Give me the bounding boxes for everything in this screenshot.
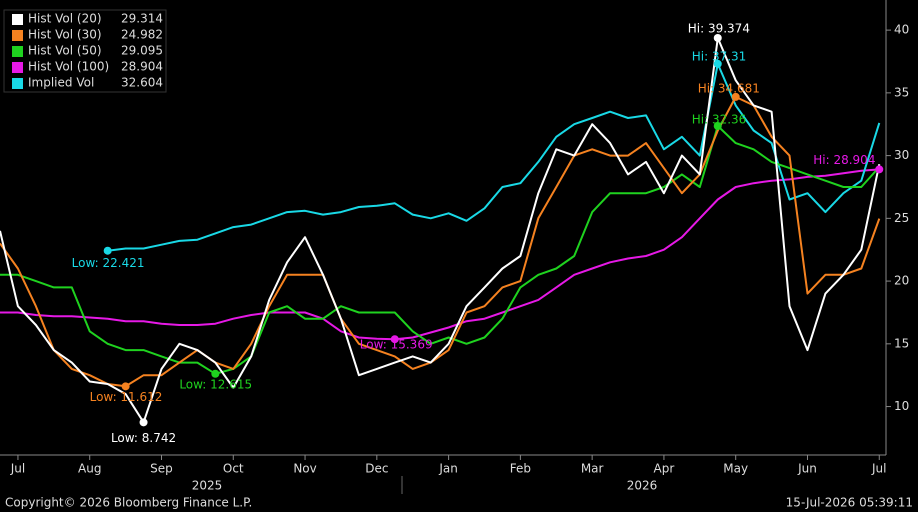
annotation-label: Low: 8.742 xyxy=(111,431,176,445)
annotation-label: Low: 22.421 xyxy=(72,256,145,270)
timestamp: 15-Jul-2026 05:39:11 xyxy=(786,496,913,510)
legend-label: Hist Vol (100) xyxy=(28,60,109,74)
legend-swatch xyxy=(12,78,23,89)
series-line xyxy=(0,125,881,375)
x-tick-label: Jul xyxy=(10,462,25,476)
annotation-dot xyxy=(713,121,722,130)
legend-box xyxy=(3,9,167,93)
annotation-dot xyxy=(211,369,220,378)
annotation-label: Hi: 34.681 xyxy=(698,81,760,95)
x-tick-label: May xyxy=(723,462,748,476)
y-tick-label: 20 xyxy=(894,274,909,288)
x-tick-label: Jul xyxy=(871,462,886,476)
annotation-dot xyxy=(713,33,722,42)
annotation-label: Hi: 28.904 xyxy=(813,153,875,167)
year-label: 2026 xyxy=(627,479,658,493)
y-tick-label: 30 xyxy=(894,148,909,162)
x-tick-label: Nov xyxy=(293,462,316,476)
annotation-label: Hi: 32.36 xyxy=(692,112,747,126)
legend-swatch xyxy=(12,14,23,25)
legend-swatch xyxy=(12,62,23,73)
legend-value: 24.982 xyxy=(121,28,163,42)
annotation-dot xyxy=(731,92,740,101)
series-line xyxy=(107,62,881,252)
x-tick-label: Feb xyxy=(510,462,531,476)
x-tick-label: Jan xyxy=(438,462,458,476)
legend-label: Hist Vol (20) xyxy=(28,12,102,26)
year-label: 2025 xyxy=(192,479,223,493)
x-tick-label: Aug xyxy=(78,462,101,476)
annotation-label: Hi: 39.374 xyxy=(688,21,750,35)
y-tick-label: 35 xyxy=(894,85,909,99)
legend-swatch xyxy=(12,30,23,41)
x-tick-label: Jun xyxy=(797,462,817,476)
annotation-dot xyxy=(713,59,722,68)
annotation-dot xyxy=(139,418,148,427)
annotation-dot xyxy=(121,382,130,391)
legend-label: Hist Vol (30) xyxy=(28,28,102,42)
y-tick-label: 15 xyxy=(894,336,909,350)
legend-value: 29.095 xyxy=(121,44,163,58)
series-line xyxy=(0,37,881,424)
x-tick-label: Apr xyxy=(654,462,675,476)
annotation-label: Hi: 37.31 xyxy=(692,49,747,63)
y-tick-label: 40 xyxy=(894,23,909,37)
x-tick-label: Dec xyxy=(365,462,388,476)
legend-value: 28.904 xyxy=(121,60,163,74)
y-tick-label: 10 xyxy=(894,399,909,413)
legend-label: Implied Vol xyxy=(28,76,94,90)
x-tick-label: Mar xyxy=(581,462,604,476)
x-tick-label: Sep xyxy=(150,462,173,476)
legend-label: Hist Vol (50) xyxy=(28,44,102,58)
y-tick-label: 25 xyxy=(894,211,909,225)
annotation-dot xyxy=(103,246,112,255)
legend-value: 29.314 xyxy=(121,12,163,26)
annotation-dot xyxy=(390,335,399,344)
legend-swatch xyxy=(12,46,23,57)
x-tick-label: Oct xyxy=(223,462,244,476)
annotation-dot xyxy=(875,165,884,174)
annotation-label: Low: 15.369 xyxy=(360,338,433,352)
series-line xyxy=(0,168,880,341)
copyright: Copyright© 2026 Bloomberg Finance L.P. xyxy=(5,496,252,510)
annotation-label: Low: 12.615 xyxy=(179,377,252,391)
legend-value: 32.604 xyxy=(121,76,163,90)
series-line xyxy=(0,95,881,388)
plot-area xyxy=(0,33,884,427)
annotation-label: Low: 11.612 xyxy=(90,390,163,404)
